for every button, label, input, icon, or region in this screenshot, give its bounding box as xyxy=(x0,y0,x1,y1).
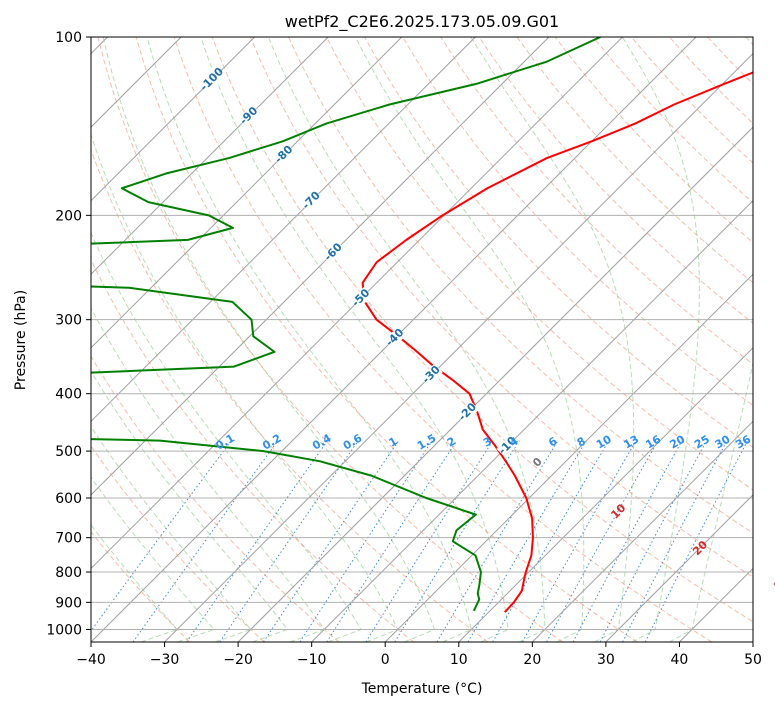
moist-adiabat-line xyxy=(470,37,635,642)
isotherm-label-background xyxy=(300,189,323,213)
y-axis-ticks: 100 200 300 400 500 600 700 800 900 1000 xyxy=(46,30,91,638)
isotherm-line xyxy=(237,126,753,642)
dry-adiabat-line xyxy=(516,37,753,284)
isotherm-line xyxy=(605,494,753,642)
isotherm-line xyxy=(384,273,753,642)
dry-adiabat-line xyxy=(402,37,753,407)
y-tick-label: 500 xyxy=(55,444,82,460)
mixing-ratio-line xyxy=(132,440,279,642)
dry-adiabat-line xyxy=(97,37,563,642)
x-tick-label: 40 xyxy=(671,652,689,668)
x-axis-ticks: −40 −30 −20 −10 0 10 20 30 40 50 xyxy=(76,642,762,668)
moist-adiabat-line xyxy=(146,37,472,642)
mixing-ratio-line xyxy=(186,440,329,642)
isotherm-line xyxy=(531,420,753,642)
isotherm-line xyxy=(91,37,329,275)
mixing-ratio-line xyxy=(644,440,749,642)
isotherm-label-background xyxy=(496,434,520,458)
dewpoint-profile-line xyxy=(91,37,601,612)
y-tick-label: 400 xyxy=(55,387,82,403)
y-tick-label: 1000 xyxy=(46,622,82,638)
mixing-ratio-line xyxy=(572,440,683,642)
y-tick-label: 100 xyxy=(55,30,82,46)
x-axis-label: Temperature (°C) xyxy=(361,681,483,697)
mixing-ratio-line xyxy=(326,440,458,642)
y-tick-label: 200 xyxy=(55,208,82,224)
isotherm-line xyxy=(91,37,476,423)
dry-adiabat-line xyxy=(211,37,753,623)
x-tick-label: 10 xyxy=(450,652,468,668)
dry-adiabat-line xyxy=(326,37,753,491)
isobars xyxy=(91,37,753,630)
moist-adiabat-line xyxy=(669,360,753,642)
dry-adiabat-line xyxy=(91,355,340,642)
mixing-ratio-line xyxy=(219,440,359,642)
dry-adiabat-line xyxy=(135,37,638,642)
x-tick-label: 50 xyxy=(744,652,762,668)
x-tick-label: −40 xyxy=(76,652,106,668)
isotherm-label-background xyxy=(456,400,480,424)
moist-adiabat-label: 30 xyxy=(771,572,775,592)
x-tick-label: −20 xyxy=(223,652,253,668)
dry-adiabat-line xyxy=(173,37,713,642)
chart-title: wetPf2_C2E6.2025.173.05.09.G01 xyxy=(285,12,559,32)
isotherm-line xyxy=(91,37,403,349)
moist-adiabat-line xyxy=(621,37,700,642)
y-tick-label: 600 xyxy=(55,491,82,507)
isotherm-line xyxy=(458,347,753,642)
dry-adiabat-line xyxy=(91,445,265,642)
moist-adiabat-line xyxy=(267,37,546,642)
moist-adiabat-line xyxy=(91,231,362,642)
mixing-ratio-line xyxy=(467,440,587,642)
isotherm-label-background xyxy=(200,68,224,91)
isotherm-line xyxy=(311,199,753,642)
x-tick-label: 20 xyxy=(523,652,541,668)
mixing-ratio-line xyxy=(263,440,400,642)
mixing-ratio-line xyxy=(365,440,494,642)
y-tick-label: 900 xyxy=(55,595,82,611)
plot-area xyxy=(91,37,753,642)
moist-adiabats xyxy=(91,37,753,642)
moist-adiabat-line xyxy=(102,37,436,642)
isotherm-label-background xyxy=(383,326,407,350)
moist-adiabat-line xyxy=(91,307,325,642)
dry-adiabat-line xyxy=(249,37,753,578)
moist-adiabat-line xyxy=(91,425,252,642)
isotherm-label-background xyxy=(237,104,261,128)
y-tick-label: 300 xyxy=(55,313,82,329)
x-tick-label: 30 xyxy=(597,652,615,668)
isotherm-label-background xyxy=(272,143,296,167)
isotherm-line xyxy=(91,37,623,570)
isotherm-line xyxy=(164,52,753,642)
skewed-isotherms xyxy=(91,37,753,642)
mixing-ratio-line xyxy=(546,440,659,642)
dry-adiabats xyxy=(91,37,753,642)
moist-adiabat-line xyxy=(355,37,585,642)
dry-adiabat-line xyxy=(478,37,753,324)
isotherm-label-background xyxy=(322,241,345,264)
moist-adiabat-line xyxy=(200,37,509,642)
moist-adiabat-line xyxy=(91,133,399,642)
y-tick-label: 800 xyxy=(55,565,82,581)
x-tick-label: 0 xyxy=(381,652,390,668)
x-tick-label: −30 xyxy=(150,652,180,668)
isotherm-line xyxy=(91,37,256,202)
plot-frame xyxy=(90,36,754,643)
mixing-ratio-line xyxy=(91,440,232,632)
isotherm-label-background xyxy=(349,286,373,310)
y-tick-label: 700 xyxy=(55,531,82,547)
dry-adiabat-line xyxy=(91,531,191,642)
mixing-ratio-line xyxy=(522,440,637,642)
dry-adiabat-line xyxy=(91,148,489,642)
moist-adiabat-line xyxy=(91,370,289,642)
mixing-ratio-line xyxy=(436,440,559,642)
isotherm-line xyxy=(91,37,550,496)
moist-adiabat-line xyxy=(91,476,215,642)
isotherm-label-background xyxy=(420,363,443,387)
y-axis-label: Pressure (hPa) xyxy=(13,290,29,390)
x-tick-label: −10 xyxy=(297,652,327,668)
